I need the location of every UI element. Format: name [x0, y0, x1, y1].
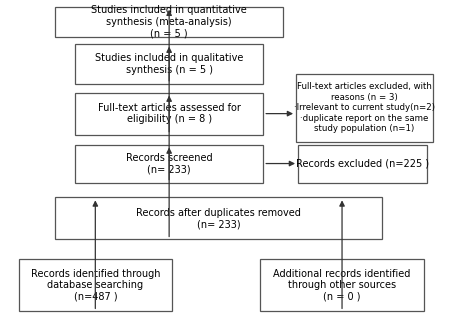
Bar	[55, 7, 283, 37]
Text: Additional records identified
through other sources
(n = 0 ): Additional records identified through ot…	[273, 269, 411, 302]
Text: Records identified through
database searching
(n=487 ): Records identified through database sear…	[31, 269, 160, 302]
Text: Studies included in quantitative
synthesis (meta-analysis)
(n = 5 ): Studies included in quantitative synthes…	[91, 5, 247, 38]
Text: Records after duplicates removed
(n= 233): Records after duplicates removed (n= 233…	[136, 208, 301, 229]
Bar	[75, 145, 263, 183]
Bar	[75, 93, 263, 135]
Bar	[296, 74, 433, 142]
Bar	[260, 259, 424, 311]
Text: Full-text articles assessed for
eligibility (n = 8 ): Full-text articles assessed for eligibil…	[98, 103, 241, 124]
Text: Records screened
(n= 233): Records screened (n= 233)	[126, 153, 212, 174]
Text: Studies included in qualitative
synthesis (n = 5 ): Studies included in qualitative synthesi…	[95, 53, 243, 74]
Bar	[18, 259, 172, 311]
Bar	[75, 44, 263, 84]
Bar	[298, 145, 427, 183]
Text: Records excluded (n=225 ): Records excluded (n=225 )	[296, 158, 429, 169]
Text: Full-text articles excluded, with
reasons (n = 3)
·Irrelevant to current study(n: Full-text articles excluded, with reason…	[294, 82, 435, 133]
Bar	[55, 197, 382, 239]
